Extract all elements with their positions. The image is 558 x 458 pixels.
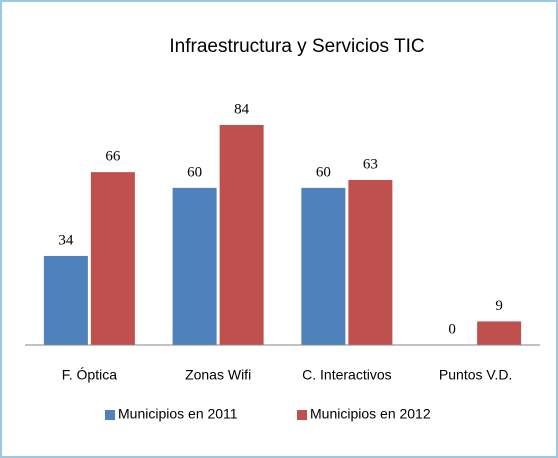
x-tick-label: F. Óptica — [62, 367, 117, 383]
legend-swatch — [105, 410, 115, 420]
legend-label: Municipios en 2011 — [118, 406, 238, 422]
bar — [348, 180, 393, 345]
value-label: 60 — [316, 164, 331, 180]
bar — [219, 125, 264, 345]
bar — [172, 187, 217, 345]
value-label: 66 — [105, 149, 121, 165]
legend-swatch — [297, 410, 307, 420]
bar — [301, 187, 346, 345]
bar — [90, 172, 135, 345]
value-label: 63 — [363, 156, 378, 172]
value-label: 0 — [448, 321, 456, 337]
value-label: 9 — [495, 298, 503, 314]
x-tick-label: Zonas Wifi — [185, 367, 251, 383]
legend-label: Municipios en 2012 — [310, 406, 431, 422]
value-label: 84 — [234, 101, 250, 117]
value-label: 60 — [187, 164, 202, 180]
value-label: 34 — [58, 232, 74, 248]
bar — [43, 255, 88, 345]
bar — [477, 321, 522, 345]
x-tick-label: C. Interactivos — [302, 367, 391, 383]
x-tick-label: Puntos V.D. — [439, 367, 512, 383]
chart-title: Infraestructura y Servicios TIC — [169, 36, 424, 57]
